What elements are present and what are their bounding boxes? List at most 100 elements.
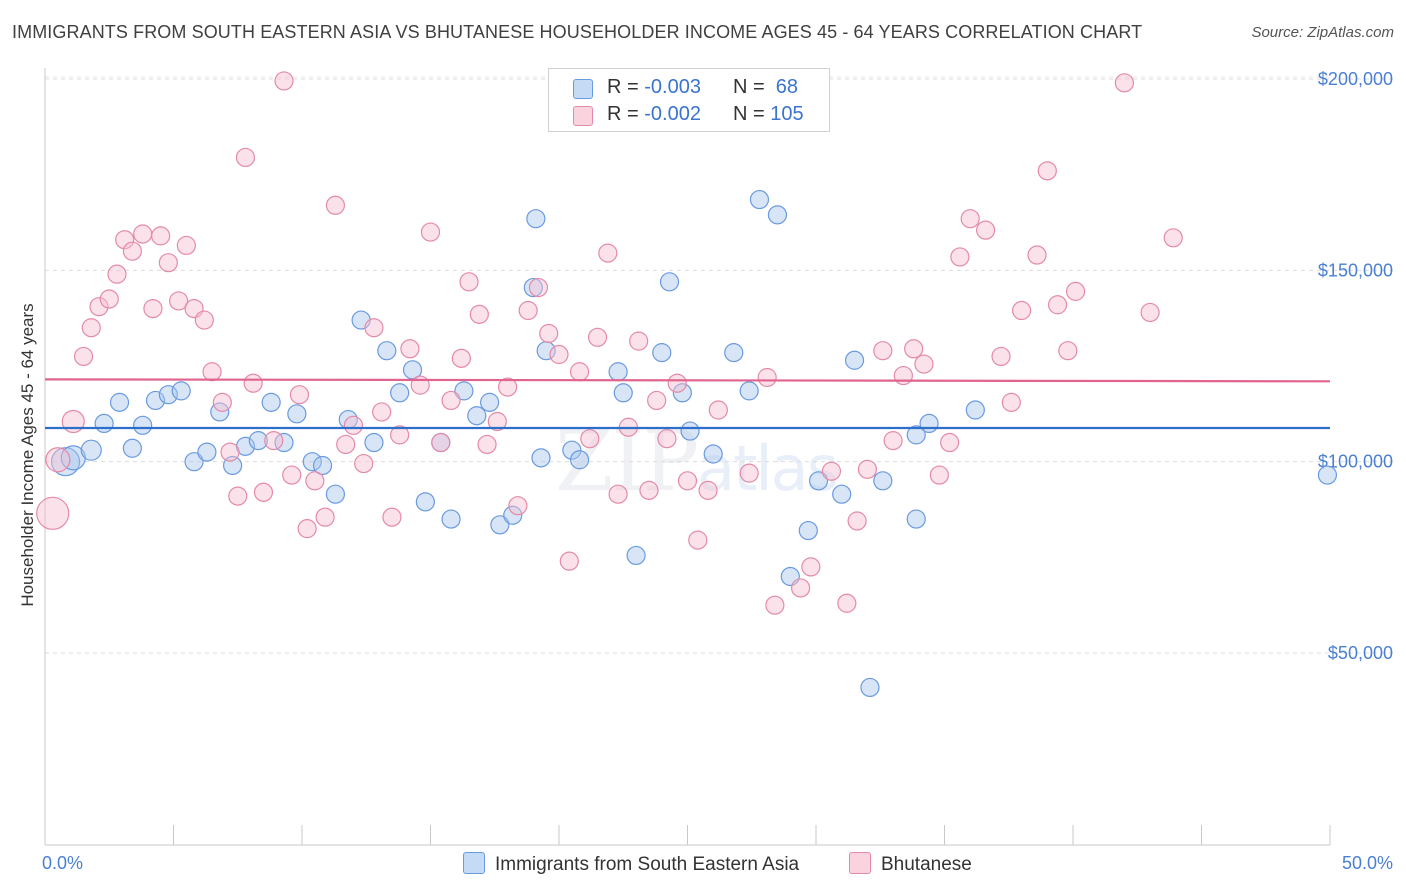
stats-n-value-sea: 68 bbox=[770, 76, 799, 98]
point-series1-5 bbox=[89, 297, 109, 317]
point-series1-50 bbox=[498, 377, 518, 397]
point-series0-61 bbox=[906, 509, 926, 529]
point-series1-11 bbox=[143, 299, 163, 319]
point-series0-30 bbox=[441, 509, 461, 529]
point-series0-8 bbox=[158, 385, 178, 405]
point-series0-52 bbox=[749, 189, 770, 210]
point-series1-81 bbox=[873, 341, 893, 361]
point-series1-3 bbox=[73, 346, 94, 367]
legend-item-bhutanese[interactable]: Bhutanese bbox=[849, 852, 972, 876]
legend-item-sea[interactable]: Immigrants from South Eastern Asia bbox=[463, 852, 799, 876]
point-series1-65 bbox=[647, 390, 667, 411]
point-series1-32 bbox=[325, 195, 346, 215]
point-series1-29 bbox=[297, 519, 317, 539]
stats-r-label-sea: R = bbox=[607, 76, 645, 98]
point-series1-38 bbox=[382, 507, 402, 527]
point-series1-45 bbox=[451, 348, 471, 368]
point-series0-2 bbox=[80, 439, 102, 461]
point-series1-79 bbox=[847, 511, 867, 531]
point-series0-45 bbox=[652, 343, 672, 363]
point-series0-27 bbox=[402, 360, 423, 380]
point-series0-19 bbox=[302, 452, 322, 472]
point-series1-73 bbox=[757, 367, 777, 388]
point-series1-96 bbox=[1047, 295, 1068, 315]
point-series1-71 bbox=[708, 400, 728, 420]
legend-swatch-sea bbox=[463, 852, 485, 874]
point-series0-32 bbox=[467, 406, 487, 426]
legend-swatch-bhutanese bbox=[849, 852, 871, 874]
point-series1-82 bbox=[883, 431, 903, 451]
point-series1-7 bbox=[107, 264, 127, 284]
stats-r-value-bhutanese: -0.002 bbox=[644, 103, 701, 125]
point-series1-35 bbox=[354, 453, 374, 474]
point-series1-27 bbox=[282, 465, 302, 485]
point-series0-46 bbox=[659, 272, 680, 292]
point-series1-25 bbox=[264, 431, 284, 451]
point-series1-98 bbox=[1065, 281, 1086, 301]
point-series1-53 bbox=[528, 277, 549, 298]
point-series1-1 bbox=[45, 447, 71, 473]
point-series1-0 bbox=[36, 496, 70, 530]
point-series1-91 bbox=[991, 346, 1011, 367]
y-tick-label-3: $200,000 bbox=[1318, 69, 1393, 89]
point-series1-34 bbox=[343, 415, 363, 435]
point-series1-6 bbox=[99, 289, 119, 309]
x-tick-label-0: 0.0% bbox=[42, 853, 83, 873]
point-series1-43 bbox=[431, 432, 451, 453]
point-series0-38 bbox=[531, 448, 551, 468]
point-series0-10 bbox=[184, 452, 204, 472]
point-series0-49 bbox=[703, 444, 723, 464]
stats-r-label-bhutanese: R = bbox=[607, 103, 645, 125]
y-tick-label-0: $50,000 bbox=[1328, 643, 1393, 663]
point-series0-62 bbox=[906, 425, 926, 445]
point-series1-40 bbox=[400, 339, 420, 359]
point-series1-30 bbox=[305, 471, 325, 491]
point-series1-2 bbox=[61, 409, 85, 434]
watermark-atlas: atlas bbox=[697, 432, 839, 505]
point-series0-48 bbox=[680, 421, 700, 441]
point-series0-0 bbox=[50, 447, 81, 477]
point-series1-86 bbox=[929, 465, 949, 485]
stats-r-value-sea: -0.003 bbox=[644, 76, 701, 98]
point-series1-100 bbox=[1140, 302, 1160, 323]
point-series1-20 bbox=[220, 442, 240, 462]
point-series1-23 bbox=[243, 373, 263, 393]
point-series1-56 bbox=[559, 551, 579, 571]
point-series1-52 bbox=[518, 300, 538, 321]
point-series0-18 bbox=[287, 404, 307, 424]
point-series1-72 bbox=[739, 463, 759, 483]
point-series1-13 bbox=[158, 253, 178, 273]
point-series1-88 bbox=[950, 247, 970, 267]
legend-label-bhutanese: Bhutanese bbox=[881, 854, 972, 875]
y-tick-label-1: $100,000 bbox=[1318, 452, 1393, 472]
point-series1-77 bbox=[821, 461, 842, 481]
point-series0-31 bbox=[454, 381, 474, 401]
point-series0-43 bbox=[613, 383, 633, 403]
point-series1-21 bbox=[228, 486, 248, 506]
point-series0-44 bbox=[626, 545, 646, 566]
point-series1-24 bbox=[253, 482, 274, 502]
stats-swatch-bhutanese bbox=[573, 106, 593, 126]
point-series0-24 bbox=[364, 432, 384, 453]
point-series1-89 bbox=[960, 209, 980, 229]
point-series0-6 bbox=[133, 415, 153, 435]
y-tick-label-2: $150,000 bbox=[1318, 260, 1393, 280]
point-series1-66 bbox=[657, 429, 677, 449]
point-series0-20 bbox=[312, 455, 333, 476]
point-series0-21 bbox=[325, 484, 346, 504]
point-series1-28 bbox=[289, 385, 310, 405]
source-label: Source: ZipAtlas.com bbox=[1251, 24, 1394, 41]
point-series1-63 bbox=[629, 331, 649, 351]
chart-title: IMMIGRANTS FROM SOUTH EASTERN ASIA VS BH… bbox=[12, 22, 1143, 42]
point-series1-101 bbox=[1163, 228, 1183, 248]
point-series1-76 bbox=[801, 557, 821, 577]
point-series1-97 bbox=[1058, 341, 1078, 361]
point-series0-60 bbox=[873, 471, 893, 491]
point-series1-37 bbox=[372, 402, 392, 422]
point-series1-48 bbox=[477, 434, 497, 455]
legend: Immigrants from South Eastern Asia Bhuta… bbox=[0, 852, 1406, 878]
point-series1-59 bbox=[587, 327, 608, 347]
point-series1-46 bbox=[459, 272, 479, 292]
point-series0-36 bbox=[523, 277, 543, 298]
point-series0-35 bbox=[503, 505, 523, 525]
